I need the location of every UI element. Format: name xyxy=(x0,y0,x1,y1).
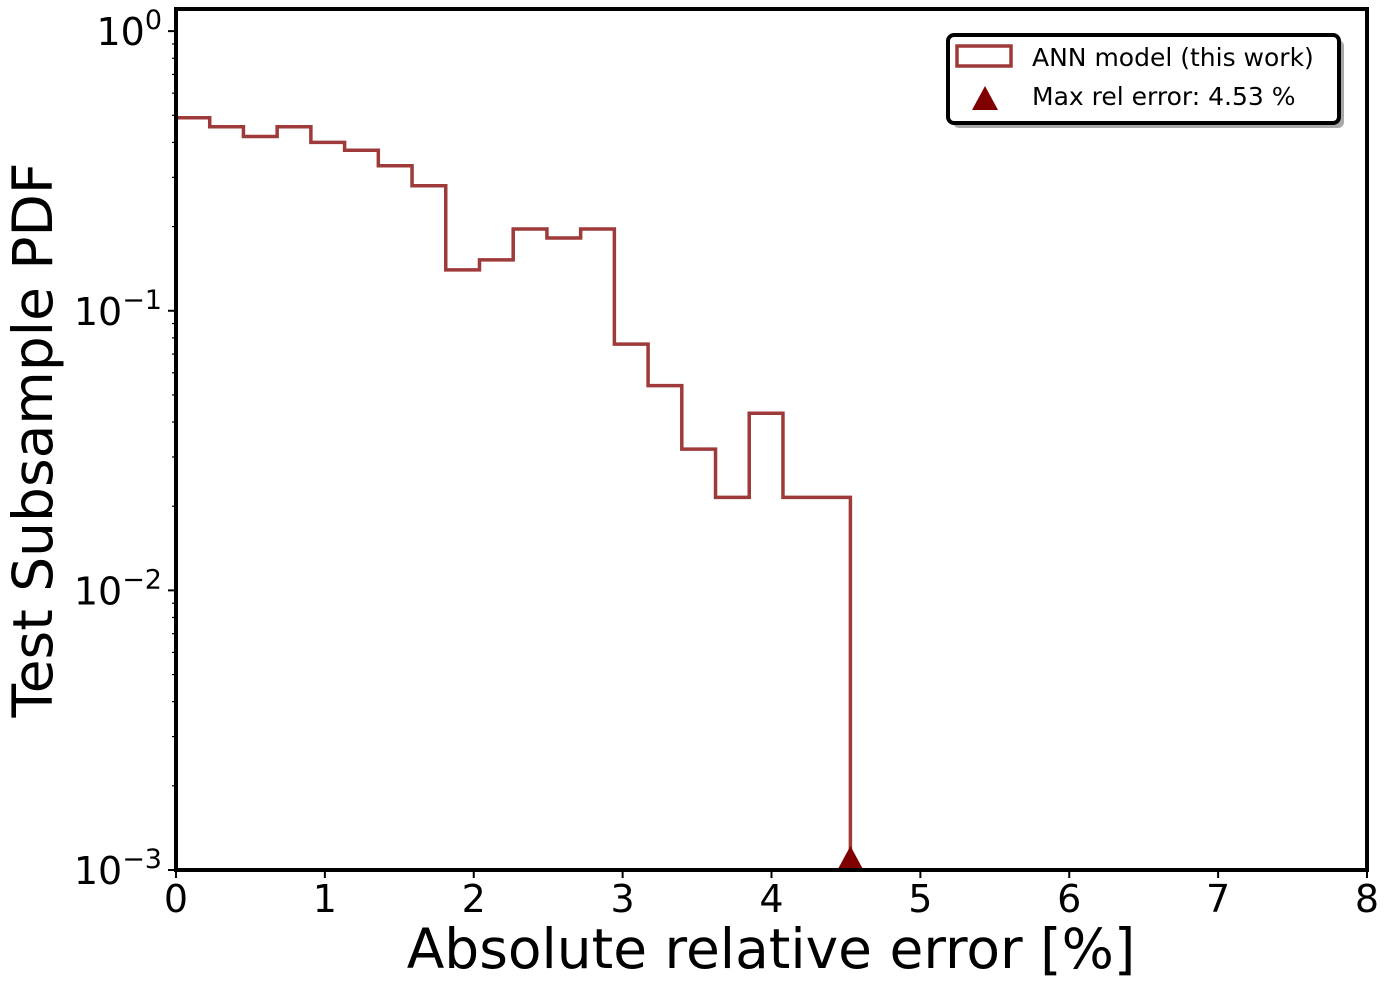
y-tick-label: 100 xyxy=(96,5,162,54)
x-tick-label: 5 xyxy=(908,877,932,921)
x-tick-label: 0 xyxy=(164,877,188,921)
plot-frame xyxy=(174,7,1369,872)
y-tick-label: 10−3 xyxy=(74,844,162,893)
x-tick-label: 7 xyxy=(1206,877,1230,921)
max-error-marker xyxy=(837,846,864,870)
x-tick-label: 4 xyxy=(759,877,783,921)
legend-label-max: Max rel error: 4.53 % xyxy=(1032,82,1295,111)
histogram-step-line xyxy=(174,116,853,870)
x-tick-label: 2 xyxy=(462,877,486,921)
legend-label-ann: ANN model (this work) xyxy=(1032,43,1314,72)
legend: ANN model (this work) Max rel error: 4.5… xyxy=(946,33,1344,128)
x-axis-title: Absolute relative error [%] xyxy=(407,917,1136,981)
x-tick-label: 1 xyxy=(313,877,337,921)
x-tick-label: 3 xyxy=(611,877,635,921)
y-axis-ticks: 100 10−1 10−2 10−3 xyxy=(74,5,176,893)
x-axis-ticks: 0 1 2 3 4 5 6 7 8 xyxy=(164,870,1379,921)
legend-box xyxy=(946,33,1341,125)
x-tick-label: 6 xyxy=(1057,877,1081,921)
y-axis-title: Test Subsample PDF xyxy=(1,162,65,718)
y-tick-label: 10−1 xyxy=(74,285,162,334)
legend-triangle-marker xyxy=(972,86,998,110)
x-tick-label: 8 xyxy=(1355,877,1379,921)
y-tick-label: 10−2 xyxy=(74,564,162,613)
legend-histogram-swatch xyxy=(955,44,1013,68)
